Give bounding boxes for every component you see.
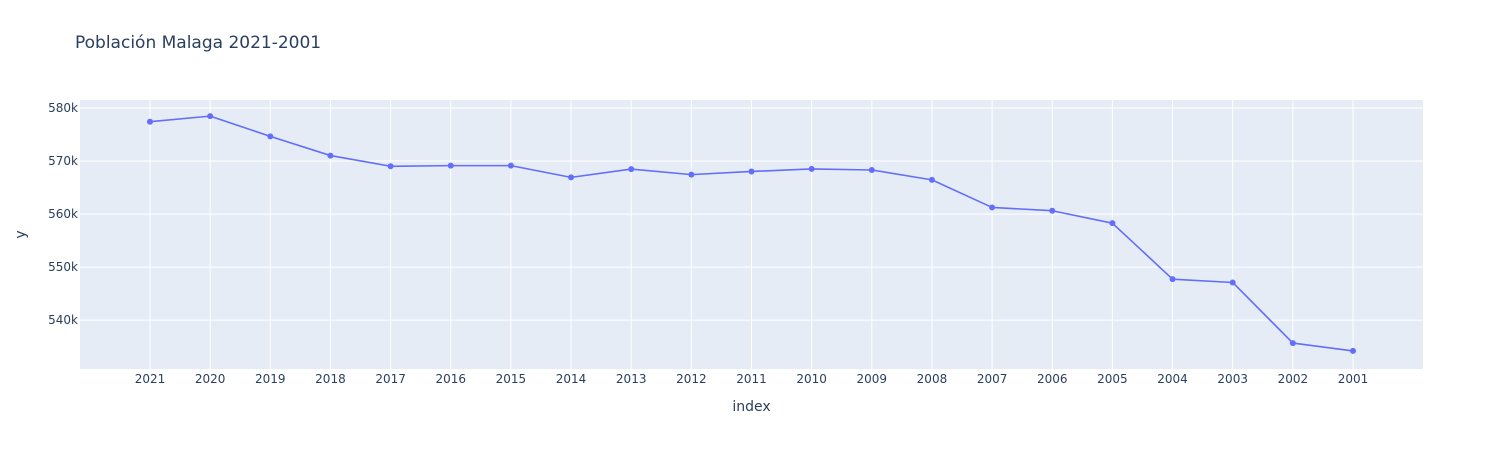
data-point[interactable] (568, 174, 575, 181)
x-tick-label: 2019 (255, 372, 286, 386)
data-point[interactable] (868, 167, 875, 174)
data-point[interactable] (1350, 347, 1356, 354)
data-point[interactable] (327, 152, 334, 159)
data-point[interactable] (207, 113, 214, 120)
x-tick-label: 2016 (435, 372, 466, 386)
x-tick-label: 2002 (1278, 372, 1309, 386)
x-tick-label: 2017 (375, 372, 406, 386)
x-tick-label: 2011 (736, 372, 767, 386)
data-point[interactable] (989, 204, 996, 211)
x-tick-label: 2006 (1037, 372, 1068, 386)
data-points (147, 113, 1356, 354)
y-tick-label: 540k (48, 313, 78, 327)
x-axis-title: index (732, 399, 770, 415)
x-tick-label: 2014 (556, 372, 587, 386)
chart-title: Población Malaga 2021-2001 (75, 33, 322, 53)
y-tick-label: 570k (48, 154, 78, 168)
data-point[interactable] (928, 176, 935, 183)
x-tick-label: 2003 (1217, 372, 1248, 386)
data-point[interactable] (387, 163, 394, 170)
x-tick-label: 2021 (135, 372, 166, 386)
data-point[interactable] (688, 171, 695, 178)
data-point[interactable] (1049, 207, 1056, 214)
data-point[interactable] (267, 133, 274, 140)
x-tick-label: 2005 (1097, 372, 1128, 386)
y-axis-ticks: 540k 550k 560k 570k 580k (48, 101, 78, 327)
data-point[interactable] (147, 118, 153, 125)
x-tick-label: 2004 (1157, 372, 1188, 386)
x-tick-label: 2008 (917, 372, 948, 386)
data-point[interactable] (748, 168, 755, 175)
y-tick-label: 560k (48, 207, 78, 221)
grid-layer (80, 100, 1423, 369)
x-tick-label: 2020 (195, 372, 226, 386)
x-axis-ticks: 2021 2020 2019 2018 2017 2016 2015 2014 2013 2012… (135, 372, 1369, 386)
x-tick-label: 2001 (1338, 372, 1369, 386)
data-point[interactable] (628, 166, 635, 173)
data-point[interactable] (1289, 340, 1296, 347)
data-point[interactable] (808, 165, 815, 172)
x-tick-label: 2007 (977, 372, 1008, 386)
data-point[interactable] (1229, 279, 1236, 286)
x-tick-label: 2009 (857, 372, 888, 386)
data-point[interactable] (447, 162, 454, 169)
data-point[interactable] (507, 162, 514, 169)
x-tick-label: 2015 (496, 372, 527, 386)
y-tick-label: 550k (48, 260, 78, 274)
x-tick-label: 2010 (796, 372, 827, 386)
x-tick-label: 2013 (616, 372, 647, 386)
x-tick-label: 2018 (315, 372, 346, 386)
data-point[interactable] (1169, 276, 1176, 283)
data-point[interactable] (1109, 220, 1116, 227)
y-tick-label: 580k (48, 101, 78, 115)
x-tick-label: 2012 (676, 372, 707, 386)
y-axis-title: y (13, 230, 29, 238)
